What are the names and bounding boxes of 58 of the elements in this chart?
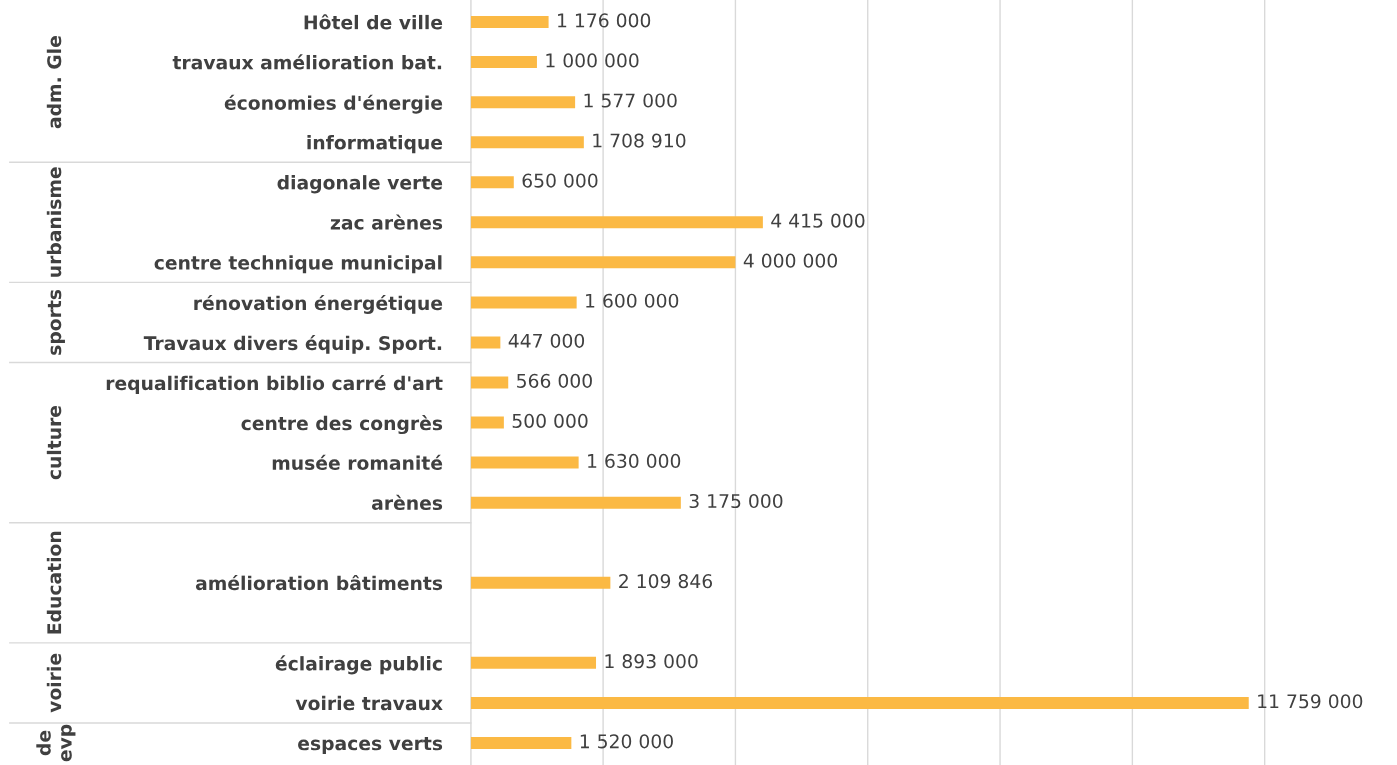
- y-tick-label: rénovation énergétique: [194, 294, 443, 314]
- bar: [470, 136, 584, 149]
- y-tick-label: requalification biblio carré d'art: [106, 375, 443, 394]
- text: sports: [47, 289, 65, 355]
- data-label: 1 000 000: [546, 53, 639, 68]
- bar: [470, 696, 1249, 709]
- data-label: 1 520 000: [580, 734, 673, 749]
- text: Education: [46, 531, 62, 634]
- data-label: 4 000 000: [743, 253, 838, 268]
- bar: [470, 296, 577, 309]
- y-tick-label: Hôtel de ville: [304, 14, 443, 30]
- bar: [470, 176, 514, 189]
- bar: [470, 336, 501, 349]
- data-label: 650 000: [522, 173, 598, 188]
- bar: [470, 256, 736, 269]
- y-tick-label: centre technique municipal: [154, 255, 442, 274]
- y-tick-label: éclairage public: [275, 655, 442, 675]
- bar: [470, 456, 579, 469]
- y-tick-label: travaux amélioration bat.: [172, 54, 442, 70]
- y-tick-label: arènes: [371, 494, 443, 511]
- bar: [470, 496, 681, 509]
- data-label: 3 175 000: [689, 493, 783, 509]
- text: urbanisme: [46, 167, 62, 277]
- bar: [470, 656, 597, 669]
- y-tick-label: Travaux divers équip. Sport.: [143, 334, 442, 354]
- y-tick-label: informatique: [307, 135, 443, 154]
- data-label: 1 577 000: [584, 93, 677, 108]
- data-label: 1 176 000: [558, 13, 651, 28]
- data-label: 2 109 846: [619, 574, 713, 589]
- y-tick-label: voirie travaux: [295, 695, 443, 711]
- bar: [470, 416, 504, 429]
- bar: [470, 376, 509, 389]
- data-label: 4 415 000: [771, 213, 865, 228]
- y-tick-label: amélioration bâtiments: [195, 574, 443, 591]
- text: voirie: [46, 653, 62, 713]
- data-label: 1 630 000: [588, 453, 681, 469]
- text: adm. Gle: [46, 36, 62, 129]
- data-label: 1 600 000: [586, 293, 679, 308]
- y-tick-label: espaces verts: [298, 736, 443, 754]
- bar: [470, 96, 576, 109]
- data-label: 500 000: [512, 413, 588, 428]
- y-tick-label: zac arènes: [330, 214, 443, 230]
- bar: [470, 736, 572, 749]
- data-label: 566 000: [517, 373, 592, 388]
- bar: [470, 56, 537, 69]
- y-tick-label: musée romanité: [272, 454, 443, 470]
- bar: [470, 16, 549, 29]
- data-label: 1 708 910: [593, 133, 686, 148]
- data-label: 447 000: [508, 333, 585, 348]
- data-label: 11 759 000: [1258, 694, 1363, 709]
- bar: [470, 576, 611, 589]
- text: de evp: [36, 724, 76, 762]
- text: culture: [46, 405, 62, 480]
- y-tick-label: centre des congrès: [241, 415, 443, 435]
- bar: [470, 216, 763, 229]
- y-tick-label: économies d'énergie: [224, 94, 443, 114]
- data-label: 1 893 000: [605, 654, 698, 669]
- y-tick-label: diagonale verte: [277, 175, 443, 194]
